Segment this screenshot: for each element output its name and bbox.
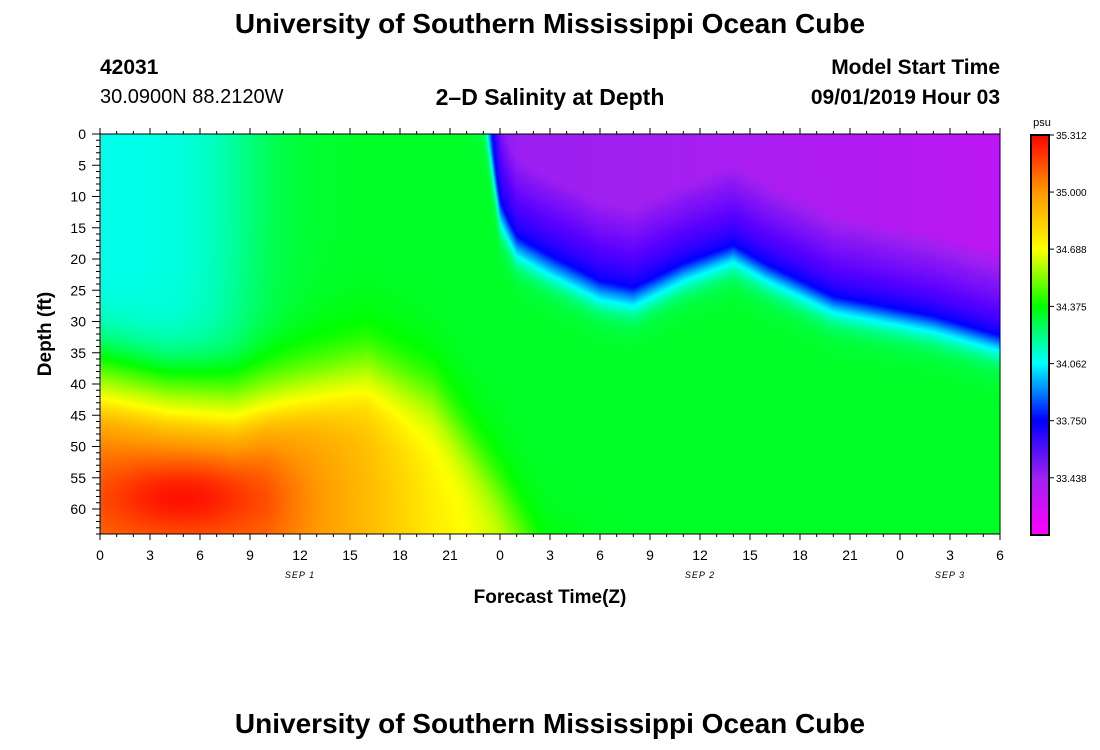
x-tick-label: 15: [342, 547, 358, 563]
station-id: 42031: [100, 56, 159, 79]
date-label: SEP 3: [935, 570, 965, 580]
x-tick-label: 9: [246, 547, 254, 563]
station-location: 30.0900N 88.2120W: [100, 86, 284, 108]
top-title: University of Southern Mississippi Ocean…: [234, 8, 866, 39]
x-tick-label: 18: [792, 547, 808, 563]
colorbar-gradient-bar: [1030, 134, 1050, 536]
y-tick-label: 25: [70, 282, 86, 298]
date-label: SEP 1: [285, 570, 315, 580]
y-tick-label: 5: [78, 157, 86, 173]
colorbar-unit: psu: [1033, 117, 1051, 129]
y-axis-label: Depth (ft): [35, 292, 56, 376]
x-tick-label: 9: [646, 547, 654, 563]
x-tick-label: 15: [742, 547, 758, 563]
colorbar-tick-label: 34.688: [1056, 245, 1087, 256]
y-tick-label: 60: [70, 501, 86, 517]
y-tick-label: 0: [78, 126, 86, 142]
colorbar-tick-label: 35.312: [1056, 131, 1087, 142]
colorbar-tick-label: 33.750: [1056, 417, 1087, 428]
x-tick-label: 3: [546, 547, 554, 563]
x-tick-label: 0: [896, 547, 904, 563]
plot-title: 2–D Salinity at Depth: [435, 84, 665, 110]
x-tick-label: 6: [596, 547, 604, 563]
x-axis: 0 3 6 9 12 15 18 21 0 3 6 9 12 15 18 21 0 3 6 SEP 1 SEP 2 SEP…: [96, 128, 1004, 580]
colorbar: psu 35.312 35.000 34.688 34.375 34.062 33.750…: [1030, 117, 1087, 536]
colorbar-tick-label: 34.062: [1056, 360, 1087, 371]
y-tick-label: 50: [70, 439, 86, 455]
x-tick-label: 21: [842, 547, 858, 563]
y-tick-label: 20: [70, 251, 86, 267]
x-tick-label: 6: [996, 547, 1004, 563]
x-tick-label: 21: [442, 547, 458, 563]
y-tick-label: 15: [70, 220, 86, 236]
y-tick-label: 35: [70, 345, 86, 361]
y-tick-label: 30: [70, 314, 86, 330]
x-tick-label: 3: [946, 547, 954, 563]
x-axis-label: Forecast Time(Z): [474, 587, 627, 608]
x-tick-label: 6: [196, 547, 204, 563]
y-axis: 0 5 10 15 20 25 30 35 40 45 50 55 60: [70, 126, 100, 535]
bottom-title: University of Southern Mississippi Ocean…: [234, 708, 866, 739]
colorbar-tick-label: 35.000: [1056, 188, 1087, 199]
x-tick-label: 12: [292, 547, 308, 563]
salinity-heatmap: [100, 134, 1000, 534]
model-start-value: 09/01/2019 Hour 03: [810, 86, 1000, 109]
y-tick-label: 40: [70, 376, 86, 392]
x-tick-label: 18: [392, 547, 408, 563]
x-tick-label: 0: [496, 547, 504, 563]
colorbar-tick-label: 34.375: [1056, 302, 1087, 313]
model-start-label: Model Start Time: [831, 56, 1000, 79]
x-tick-label: 12: [692, 547, 708, 563]
date-label: SEP 2: [685, 570, 715, 580]
y-tick-label: 55: [70, 470, 86, 486]
colorbar-tick-label: 33.438: [1056, 474, 1087, 485]
x-tick-label: 0: [96, 547, 104, 563]
x-tick-label: 3: [146, 547, 154, 563]
heatmap-region: [100, 134, 1000, 534]
y-tick-label: 45: [70, 407, 86, 423]
y-tick-label: 10: [70, 189, 86, 205]
